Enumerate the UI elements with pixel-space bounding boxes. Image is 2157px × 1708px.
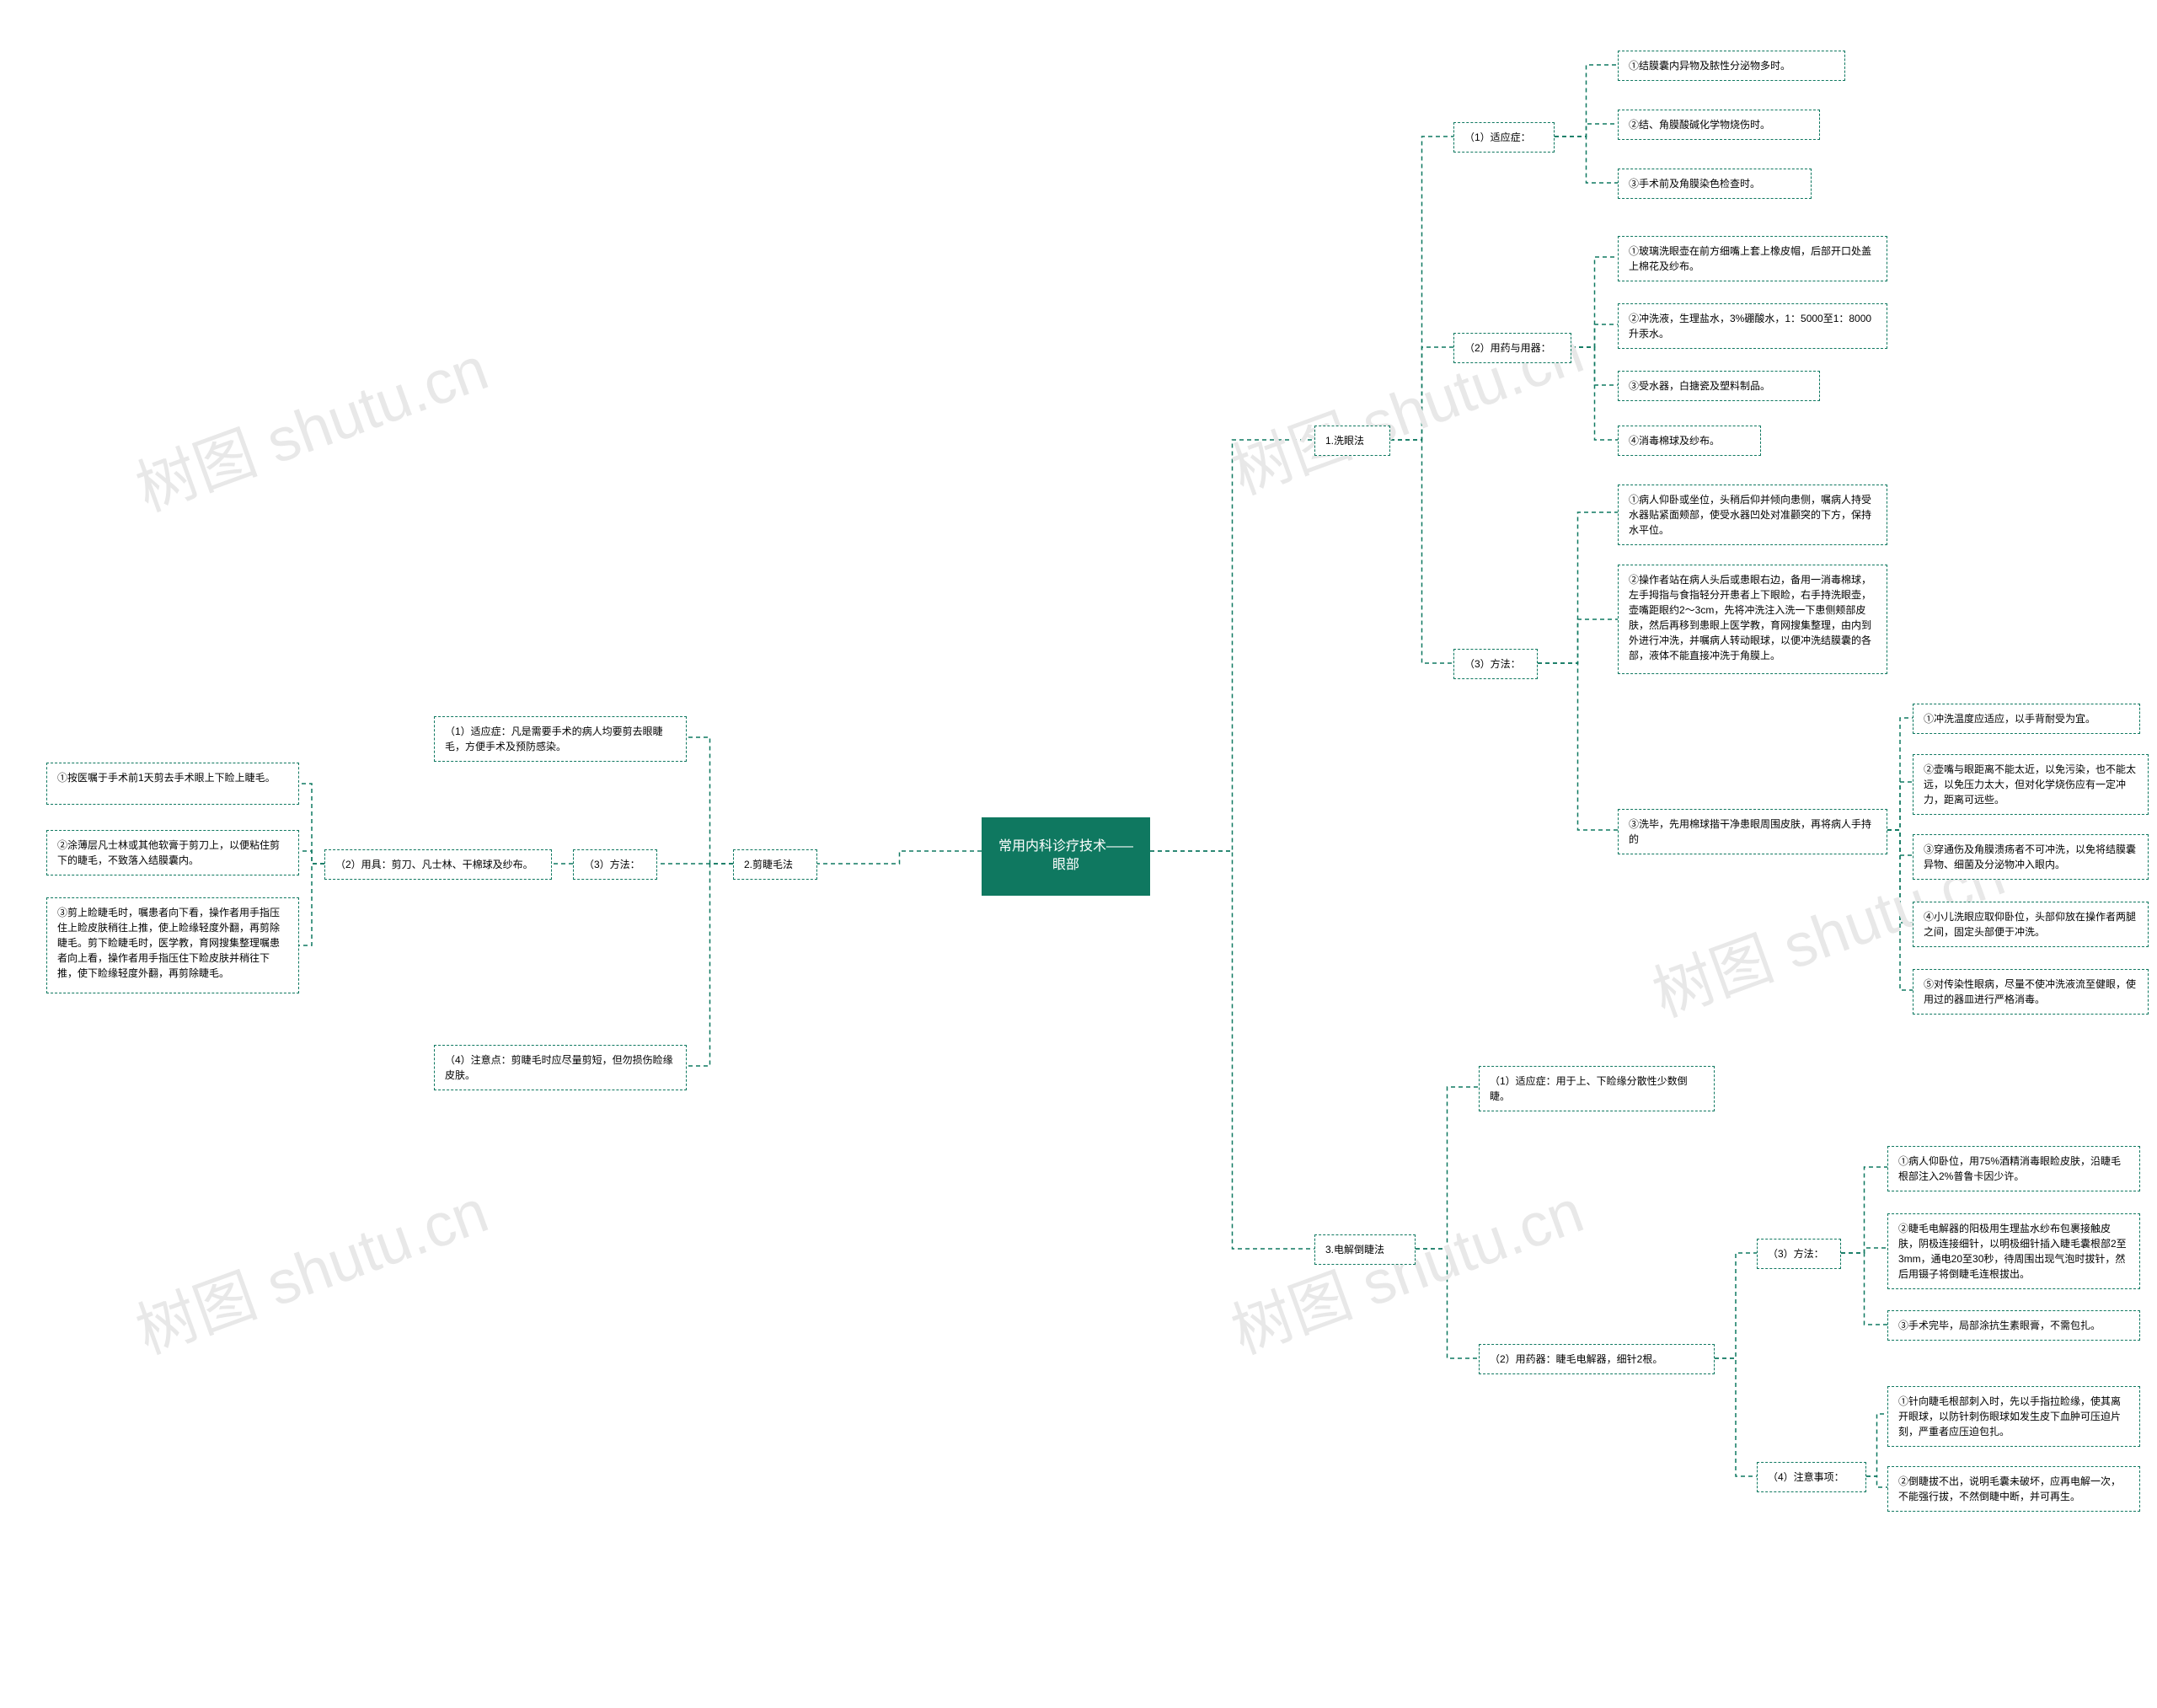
root-node: 常用内科诊疗技术——眼部	[982, 817, 1150, 896]
mindmap-node: ①玻璃洗眼壶在前方细嘴上套上橡皮帽，后部开口处盖上棉花及纱布。	[1618, 236, 1887, 281]
mindmap-node: ③穿通伤及角膜溃疡者不可冲洗，以免将结膜囊异物、细菌及分泌物冲入眼内。	[1913, 834, 2149, 880]
mindmap-node: ②睫毛电解器的阳极用生理盐水纱布包裹接触皮肤，阴极连接细针，以明极细针插入睫毛囊…	[1887, 1213, 2140, 1289]
watermark: 树图 shutu.cn	[122, 319, 498, 528]
mindmap-node: ④消毒棉球及纱布。	[1618, 426, 1761, 456]
mindmap-node: （2）用具：剪刀、凡士林、干棉球及纱布。	[324, 849, 552, 880]
mindmap-node: ②操作者站在病人头后或患眼右边，备用一消毒棉球，左手拇指与食指轻分开患者上下眼睑…	[1618, 565, 1887, 674]
mindmap-node: ④小儿洗眼应取仰卧位，头部仰放在操作者两腿之间，固定头部便于冲洗。	[1913, 902, 2149, 947]
mindmap-node: （1）适应症：用于上、下睑缘分散性少数倒睫。	[1479, 1066, 1715, 1111]
mindmap-node: （4）注意事项：	[1757, 1462, 1866, 1492]
mindmap-node: ③手术完毕，局部涂抗生素眼膏，不需包扎。	[1887, 1310, 2140, 1341]
mindmap-node: 3.电解倒睫法	[1314, 1234, 1416, 1265]
mindmap-node: ②倒睫拔不出，说明毛囊未破坏，应再电解一次，不能强行拔，不然倒睫中断，并可再生。	[1887, 1466, 2140, 1512]
mindmap-node: 2.剪睫毛法	[733, 849, 817, 880]
watermark: 树图 shutu.cn	[122, 1162, 498, 1371]
mindmap-node: ②壶嘴与眼距离不能太近，以免污染，也不能太远，以免压力太大，但对化学烧伤应有一定…	[1913, 754, 2149, 815]
mindmap-node: （1）适应症：凡是需要手术的病人均要剪去眼睫毛，方便手术及预防感染。	[434, 716, 687, 762]
mindmap-node: ①结膜囊内异物及脓性分泌物多时。	[1618, 51, 1845, 81]
mindmap-node: ①病人仰卧或坐位，头稍后仰并倾向患侧，嘱病人持受水器贴紧面颊部，使受水器凹处对准…	[1618, 485, 1887, 545]
mindmap-node: ③受水器，白搪瓷及塑料制品。	[1618, 371, 1820, 401]
mindmap-node: 1.洗眼法	[1314, 426, 1390, 456]
mindmap-node: ①冲洗温度应适应，以手背耐受为宜。	[1913, 704, 2140, 734]
mindmap-node: ②涂薄层凡士林或其他软膏于剪刀上，以便粘住剪下的睫毛，不致落入结膜囊内。	[46, 830, 299, 875]
mindmap-node: ①针向睫毛根部刺入时，先以手指拉睑缘，使其离开眼球，以防针刺伤眼球如发生皮下血肿…	[1887, 1386, 2140, 1447]
mindmap-node: ②冲洗液，生理盐水，3%硼酸水，1：5000至1：8000升汞水。	[1618, 303, 1887, 349]
watermark: 树图 shutu.cn	[1218, 1162, 1593, 1371]
mindmap-node: （2）用药与用器：	[1453, 333, 1571, 363]
mindmap-node: ③剪上睑睫毛时，嘱患者向下看，操作者用手指压住上睑皮肤稍往上推，使上睑缘轻度外翻…	[46, 897, 299, 993]
mindmap-node: ②结、角膜酸碱化学物烧伤时。	[1618, 110, 1820, 140]
mindmap-canvas: 树图 shutu.cn树图 shutu.cn树图 shutu.cn树图 shut…	[0, 0, 2157, 1708]
mindmap-node: （3）方法：	[1757, 1239, 1841, 1269]
mindmap-node: （1）适应症：	[1453, 122, 1555, 153]
mindmap-node: ⑤对传染性眼病，尽量不使冲洗液流至健眼，使用过的器皿进行严格消毒。	[1913, 969, 2149, 1015]
mindmap-node: ③洗毕，先用棉球揩干净患眼周围皮肤，再将病人手持的	[1618, 809, 1887, 854]
mindmap-node: ①病人仰卧位，用75%酒精消毒眼睑皮肤，沿睫毛根部注入2%普鲁卡因少许。	[1887, 1146, 2140, 1191]
mindmap-node: （2）用药器：睫毛电解器，细针2根。	[1479, 1344, 1715, 1374]
mindmap-node: （3）方法：	[573, 849, 657, 880]
mindmap-node: ③手术前及角膜染色检查时。	[1618, 169, 1812, 199]
mindmap-node: ①按医嘱于手术前1天剪去手术眼上下睑上睫毛。	[46, 763, 299, 805]
mindmap-node: （4）注意点：剪睫毛时应尽量剪短，但勿损伤睑缘皮肤。	[434, 1045, 687, 1090]
mindmap-node: （3）方法：	[1453, 649, 1538, 679]
